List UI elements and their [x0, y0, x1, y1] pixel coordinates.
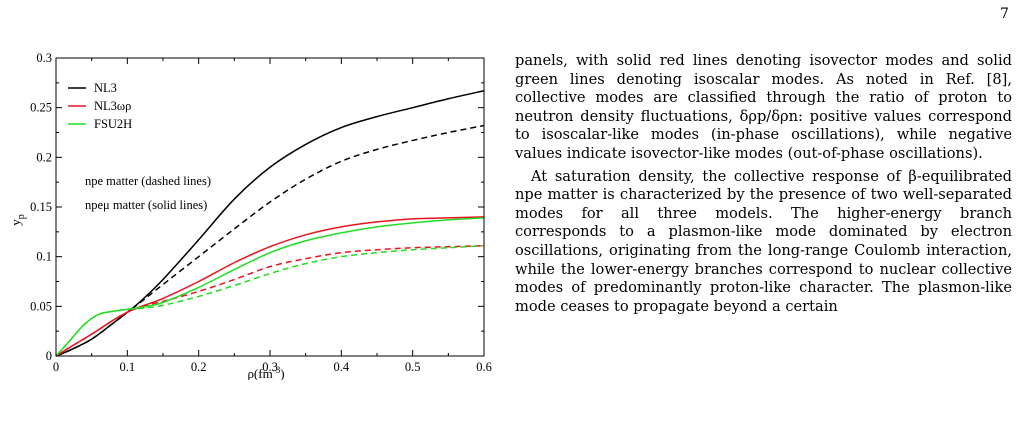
y-axis-label: yp	[8, 214, 27, 226]
x-tick-label: 0.5	[405, 360, 421, 374]
body-paragraph-2-text: At saturation density, the collective re…	[515, 167, 1012, 315]
x-tick-label: 0.1	[120, 360, 136, 374]
x-axis-label: ρ(fm-3)	[247, 365, 284, 380]
body-text-column: panels, with solid red lines denoting is…	[515, 52, 1012, 316]
series-line-nl3-npe	[55, 244, 485, 357]
x-tick-label: 0.4	[334, 360, 350, 374]
y-tick-label: 0.25	[30, 101, 52, 115]
annotation-npemu: npeμ matter (solid lines)	[85, 198, 207, 212]
legend-label: NL3ωρ	[94, 99, 131, 113]
x-tick-label: 0.6	[476, 360, 492, 374]
annotation-npe: npe matter (dashed lines)	[85, 174, 211, 188]
series-line-fsu2h-npe	[55, 244, 485, 357]
series-line-nl3-npemu	[55, 216, 485, 357]
x-tick-label: 0	[53, 360, 59, 374]
legend: NL3 NL3ωρ FSU2H	[68, 81, 132, 131]
yp-vs-density-figure: 0 0.1 0.2 0.3 0.4 0.5 0.6 0 0.05 0.1 0.15 0.2 0.25 0.…	[0, 40, 500, 380]
legend-label: NL3	[94, 81, 117, 95]
y-tick-label: 0.1	[36, 250, 52, 264]
body-paragraph-1-text: panels, with solid red lines denoting is…	[515, 52, 1012, 162]
page-number: 7	[1000, 6, 1009, 22]
x-tick-label: 0.2	[191, 360, 207, 374]
legend-label: FSU2H	[94, 117, 132, 131]
series-line-fsu2h-npemu	[55, 217, 485, 357]
series-line-nl3-npe	[55, 124, 485, 357]
y-tick-label: 0.3	[36, 51, 52, 65]
y-tick-label: 0	[46, 349, 52, 363]
x-tick-label: 0.3	[262, 360, 278, 374]
y-tick-label: 0.05	[30, 299, 52, 313]
body-paragraph-2: At saturation density, the collective re…	[515, 168, 1012, 317]
series-lines	[55, 90, 485, 357]
y-tick-label: 0.2	[36, 150, 52, 164]
axis-ticks: 0 0.1 0.2 0.3 0.4 0.5 0.6 0 0.05 0.1 0.15 0.2 0.25 0.…	[30, 51, 492, 374]
body-paragraph-1: panels, with solid red lines denoting is…	[515, 52, 1012, 164]
y-tick-label: 0.15	[30, 200, 52, 214]
chart-svg: 0 0.1 0.2 0.3 0.4 0.5 0.6 0 0.05 0.1 0.15 0.2 0.25 0.…	[8, 51, 492, 380]
